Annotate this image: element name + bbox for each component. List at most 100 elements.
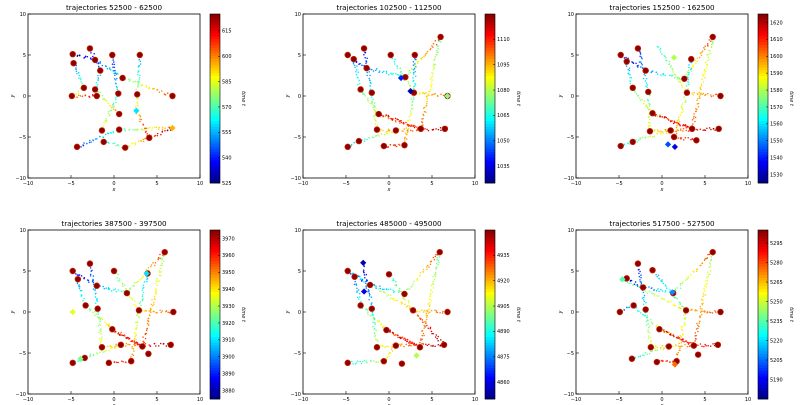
colorbar-band <box>758 258 768 262</box>
trajectory-point <box>426 264 429 267</box>
trajectory-point <box>97 77 100 79</box>
trajectory-point <box>431 79 434 81</box>
trajectory-point <box>684 101 686 104</box>
trajectory-point <box>395 145 398 148</box>
trajectory-point <box>103 97 105 100</box>
trajectory-point <box>149 265 152 268</box>
colorbar-band <box>485 59 495 63</box>
colorbar-band <box>210 306 220 310</box>
trajectory-point <box>102 98 104 101</box>
node-point <box>373 344 381 351</box>
trajectory-point <box>647 99 650 102</box>
trajectory-point <box>708 266 711 268</box>
trajectory-point <box>374 118 376 120</box>
colorbar-band <box>210 337 220 341</box>
trajectory-point <box>109 345 111 347</box>
trajectory-point <box>704 285 706 287</box>
trajectory-point <box>702 129 704 131</box>
trajectory-point <box>412 77 414 79</box>
trajectory-point <box>136 73 139 76</box>
trajectory-point <box>639 355 642 357</box>
colorbar-label: time t <box>515 91 521 107</box>
trajectory-point <box>138 279 141 281</box>
trajectory-point <box>144 343 147 345</box>
trajectory-point <box>429 294 431 296</box>
trajectory-point <box>352 63 355 65</box>
trajectory-point <box>92 311 94 313</box>
trajectory-point <box>647 329 649 331</box>
colorbar-band <box>758 269 768 273</box>
trajectory-point <box>97 79 99 82</box>
trajectory-point <box>150 308 152 311</box>
trajectory-point <box>647 116 650 119</box>
colorbar-band <box>210 30 220 35</box>
trajectory-point <box>696 103 699 105</box>
trajectory-point <box>162 342 165 345</box>
trajectory-point <box>692 64 694 66</box>
trajectory-point <box>696 268 698 270</box>
colorbar-band <box>758 59 768 63</box>
trajectory-point <box>679 81 682 84</box>
colorbar-band <box>485 28 495 32</box>
trajectory-point <box>407 345 410 347</box>
trajectory-point <box>118 333 121 336</box>
trajectory-point <box>703 311 706 313</box>
trajectory-point <box>650 321 653 323</box>
trajectory-point <box>107 324 110 327</box>
trajectory-point <box>134 344 137 347</box>
trajectory-point <box>668 63 671 65</box>
trajectory-point <box>681 108 684 111</box>
colorbar-band <box>485 73 495 77</box>
trajectory-point <box>376 339 378 341</box>
node-point <box>409 307 417 314</box>
trajectory-point <box>351 360 353 363</box>
trajectory-point <box>159 253 161 256</box>
trajectory-point <box>156 88 158 91</box>
node-point <box>441 125 449 132</box>
trajectory-point <box>362 269 365 271</box>
trajectory-point <box>399 343 401 346</box>
trajectory-point <box>137 315 140 318</box>
trajectory-point <box>387 73 390 76</box>
trajectory-point <box>694 309 696 312</box>
trajectory-point <box>700 51 703 54</box>
x-tick-label: 5 <box>155 397 158 403</box>
trajectory-point <box>680 112 683 114</box>
trajectory-point <box>156 132 159 135</box>
trajectory-point <box>679 335 682 337</box>
trajectory-point <box>427 129 430 132</box>
trajectory-point <box>159 309 161 311</box>
trajectory-point <box>643 73 646 76</box>
trajectory-point <box>408 124 411 127</box>
trajectory-point <box>434 40 437 42</box>
colorbar-frame <box>484 229 496 400</box>
trajectory-point <box>375 361 377 363</box>
trajectory-point <box>164 94 167 96</box>
colorbar-band <box>485 121 495 125</box>
trajectory-point <box>647 121 650 124</box>
trajectory-point <box>648 331 651 334</box>
node-point <box>683 89 691 96</box>
trajectory-point <box>132 354 135 357</box>
trajectory-point <box>639 53 642 55</box>
trajectory-point <box>107 288 110 290</box>
trajectory-point <box>383 70 385 72</box>
trajectory-point <box>697 324 699 326</box>
trajectory-point <box>92 139 95 142</box>
trajectory-point <box>701 308 703 310</box>
trajectory-point <box>665 360 667 362</box>
trajectory-point <box>370 303 373 306</box>
trajectory-point <box>152 303 155 306</box>
trajectory-point <box>658 277 660 280</box>
node-point <box>402 73 409 81</box>
trajectory-point <box>418 93 421 96</box>
trajectory-point <box>80 275 83 277</box>
colorbar-band <box>485 61 495 66</box>
colorbar-band <box>210 33 220 37</box>
node-point <box>368 305 375 312</box>
colorbar-band <box>485 252 495 256</box>
trajectory-point <box>639 312 642 314</box>
colorbar-tick-label: 4890 <box>497 329 510 335</box>
colorbar-band <box>485 230 495 234</box>
